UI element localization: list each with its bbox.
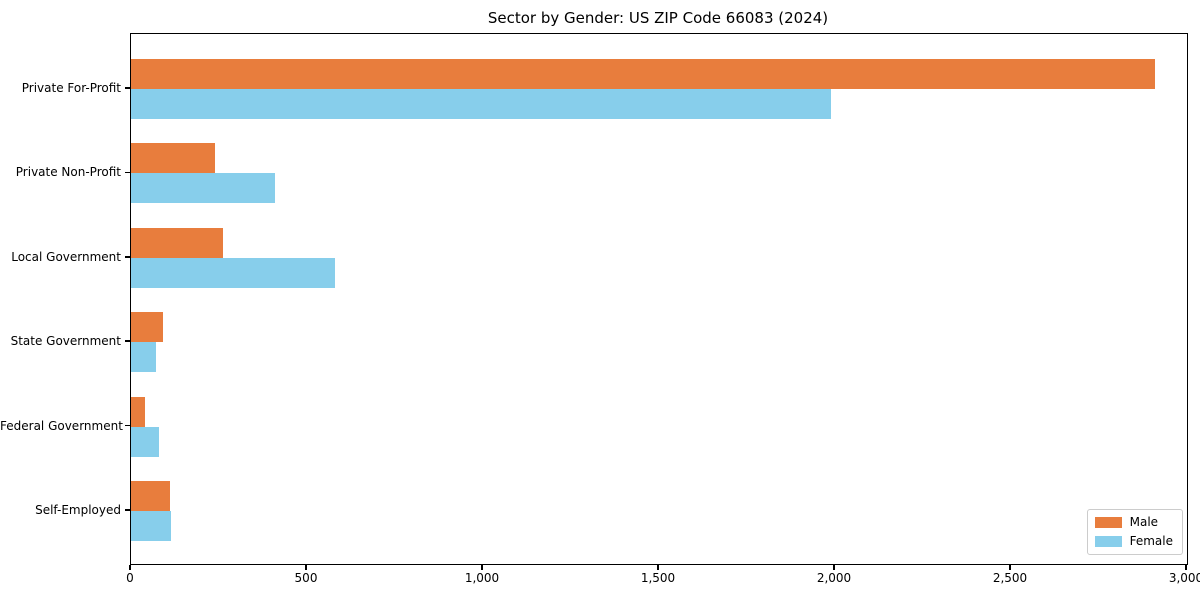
y-tick-mark [125,171,130,174]
bar-male-local-government [131,227,223,258]
x-tick-label-3-000: 3,000 [1168,571,1200,585]
category-label-state-government: State Government [10,334,121,349]
y-tick-mark [125,87,130,89]
legend-label-male: Male [1129,515,1159,529]
bar-female-local-government [131,257,335,288]
bar-female-private-for-profit [131,89,831,119]
category-label-local-government: Local Government [11,249,121,264]
x-tick-mark [481,564,483,570]
legend-swatch-female [1094,536,1122,547]
y-tick-mark [125,340,130,342]
bar-female-federal-government [131,426,159,457]
y-tick-mark [125,256,130,258]
bar-male-state-government [131,312,163,343]
x-tick-label-500: 500 [294,571,318,585]
legend-swatch-male [1094,517,1122,528]
plot-area: Male Female [130,33,1188,565]
category-label-private-for-profit: Private For-Profit [21,81,121,95]
bar-male-private-non-profit [131,143,215,174]
legend-label-female: Female [1129,534,1173,548]
bar-male-federal-government [131,396,145,427]
y-tick-mark [125,424,130,427]
x-tick-label-1-500: 1,500 [640,571,676,585]
bar-male-self-employed [131,481,170,511]
legend-item-male: Male [1094,515,1173,529]
category-label-federal-government: Federal Government [0,418,123,433]
x-tick-mark [1009,564,1011,570]
x-tick-mark [129,564,131,570]
x-tick-label-1-000: 1,000 [464,571,500,585]
legend: Male Female [1086,509,1183,555]
chart-title: Sector by Gender: US ZIP Code 66083 (202… [487,9,829,27]
x-tick-mark [305,564,307,570]
category-label-private-non-profit: Private Non-Profit [15,165,121,180]
category-label-self-employed: Self-Employed [35,503,121,517]
x-tick-mark [1185,564,1187,570]
x-tick-label-2-000: 2,000 [816,571,852,585]
bar-female-self-employed [131,511,171,541]
bar-female-state-government [131,342,156,373]
x-tick-mark [833,564,835,570]
bar-female-private-non-profit [131,173,275,204]
x-tick-label-0: 0 [126,571,134,585]
y-tick-mark [125,509,130,511]
legend-item-female: Female [1094,534,1173,548]
x-tick-label-2-500: 2,500 [992,571,1028,585]
x-tick-mark [657,564,659,570]
bar-male-private-for-profit [131,59,1155,89]
